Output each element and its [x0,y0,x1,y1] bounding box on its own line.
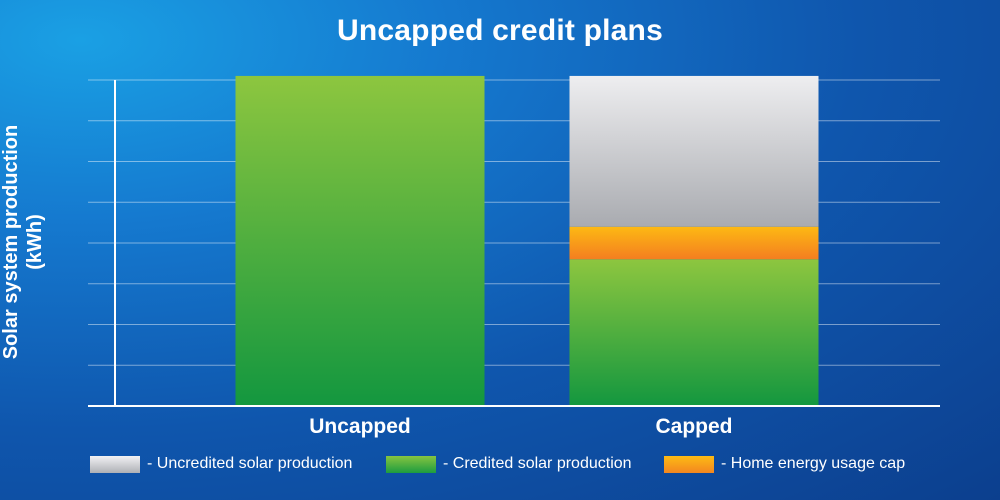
legend-item: - Uncredited solar production [90,451,352,477]
bar-capped-credited-solar-production [569,259,819,406]
axes [88,80,940,407]
legend-item: - Credited solar production [386,451,632,477]
legend-swatch [386,455,436,473]
bar-capped-home-energy-usage-cap [569,226,819,260]
bars [235,75,819,407]
chart-title: Uncapped credit plans [337,14,663,47]
category-label-capped: Capped [655,415,732,438]
legend: - Uncredited solar production - Credited … [0,451,1000,477]
legend-label: - Home energy usage cap [721,455,906,472]
bar-uncapped-credited-solar-production [235,75,485,407]
legend-swatch [664,455,714,473]
legend-label: - Credited solar production [443,455,632,472]
legend-item: - Home energy usage cap [664,451,905,477]
category-labels: Uncapped Capped [309,415,732,438]
legend-label: - Uncredited solar production [147,455,353,472]
category-label-uncapped: Uncapped [309,415,411,438]
bar-capped-uncredited-solar-production [569,75,819,227]
legend-swatch [90,455,140,473]
